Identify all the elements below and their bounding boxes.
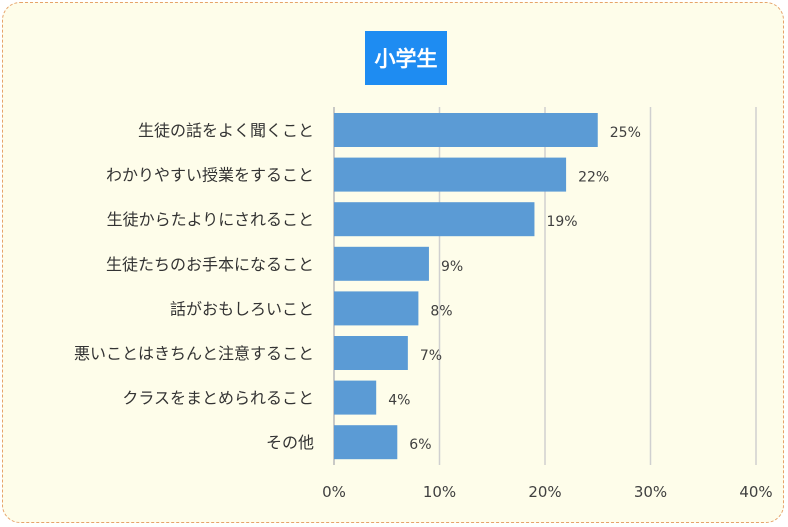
x-tick-label: 40% xyxy=(739,483,772,501)
value-label: 6% xyxy=(409,437,431,453)
category-labels: 生徒の話をよく聞くことわかりやすい授業をすること生徒からたよりにされること生徒た… xyxy=(74,121,314,452)
x-tick-labels: 0% 10% 20% 30% 40% xyxy=(322,483,773,501)
bar xyxy=(334,380,377,415)
x-tick-label: 10% xyxy=(423,483,456,501)
value-labels: 25% 22% 19% 9% 8% 7% 4% 6% xyxy=(388,125,641,453)
value-label: 4% xyxy=(388,393,410,409)
bar xyxy=(334,425,398,460)
bar xyxy=(334,157,567,192)
value-label: 19% xyxy=(546,214,577,230)
value-label: 25% xyxy=(610,125,641,141)
bar xyxy=(334,336,408,370)
bar xyxy=(334,202,535,237)
category-label: わかりやすい授業をすること xyxy=(106,166,314,185)
category-label: 生徒からたよりにされること xyxy=(107,210,314,229)
category-label: 話がおもしろいこと xyxy=(170,299,314,318)
value-label: 22% xyxy=(578,170,609,186)
category-label: 生徒の話をよく聞くこと xyxy=(138,121,314,140)
category-label: その他 xyxy=(266,433,314,452)
category-label: 生徒たちのお手本になること xyxy=(106,255,314,274)
category-label: 悪いことはきちんと注意すること xyxy=(74,344,314,363)
x-tick-label: 20% xyxy=(528,483,561,501)
value-label: 8% xyxy=(430,303,452,319)
value-label: 9% xyxy=(441,259,463,275)
chart-title: 小学生 xyxy=(365,31,447,85)
x-tick-label: 0% xyxy=(322,483,346,501)
bars xyxy=(334,113,598,460)
value-label: 7% xyxy=(420,348,442,364)
category-label: クラスをまとめられること xyxy=(122,389,314,408)
bar xyxy=(334,246,429,281)
x-tick-label: 30% xyxy=(634,483,667,501)
bar xyxy=(334,113,598,147)
bar xyxy=(334,291,419,326)
